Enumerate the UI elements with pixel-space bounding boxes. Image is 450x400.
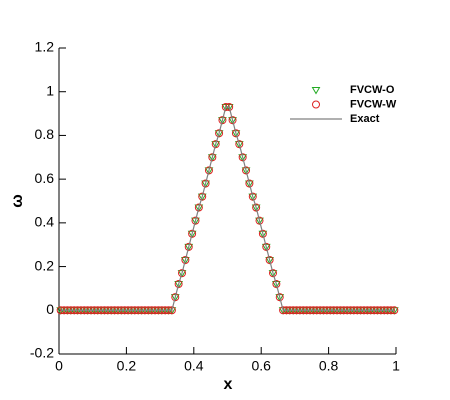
circle-marker — [275, 293, 284, 302]
triangle-marker — [234, 141, 244, 149]
circle-marker — [258, 229, 267, 238]
triangle-marker — [311, 87, 321, 95]
circle-marker — [178, 269, 187, 278]
circle-marker — [268, 269, 277, 278]
triangle-marker — [174, 281, 184, 289]
triangle-marker — [241, 167, 251, 175]
circle-marker — [265, 256, 274, 265]
circle-marker — [174, 280, 183, 289]
y-tick-label: -0.2 — [30, 345, 54, 361]
circle-marker — [272, 280, 281, 289]
triangle-marker — [194, 204, 204, 213]
circle-marker — [208, 153, 217, 162]
y-tick-label: 0.2 — [35, 257, 55, 273]
circle-marker — [184, 242, 193, 251]
circle-marker — [238, 153, 247, 162]
triangle-marker — [177, 270, 187, 278]
circle-marker — [252, 203, 261, 212]
circle-marker — [235, 140, 244, 149]
y-tick-label: 0 — [46, 301, 54, 317]
triangle-marker — [184, 243, 194, 252]
exact-line — [60, 106, 395, 311]
x-tick-label: 0.2 — [117, 358, 137, 374]
circle-marker — [218, 116, 227, 125]
circle-marker — [231, 129, 240, 138]
triangle-marker — [251, 204, 261, 213]
triangle-marker — [268, 270, 278, 278]
circle-marker — [312, 100, 320, 109]
triangle-marker — [187, 230, 197, 239]
legend-label: FVCW-W — [350, 98, 397, 110]
triangle-marker — [271, 281, 281, 289]
triangle-marker — [170, 294, 180, 302]
circle-marker — [215, 129, 224, 138]
circle-marker — [171, 293, 180, 302]
circle-marker — [211, 140, 220, 149]
circle-marker — [201, 179, 210, 188]
triangle-marker — [238, 154, 248, 162]
triangle-marker — [207, 154, 217, 162]
triangle-marker — [214, 130, 224, 138]
legend-label: FVCW-O — [350, 84, 395, 96]
triangle-marker — [255, 217, 264, 226]
y-tick-label: 0.6 — [35, 170, 55, 186]
x-tick-label: 0 — [55, 358, 63, 374]
circle-marker — [188, 229, 197, 238]
x-tick-label: 0.4 — [184, 358, 204, 374]
circle-marker — [248, 192, 257, 201]
circle-marker — [242, 166, 251, 175]
circle-marker — [198, 192, 207, 201]
y-tick-label: 0.4 — [35, 214, 55, 230]
x-tick-label: 0.8 — [319, 358, 339, 374]
triangle-marker — [231, 130, 241, 138]
circle-marker — [194, 203, 203, 212]
circle-marker — [181, 256, 190, 265]
x-tick-label: 1 — [392, 358, 400, 374]
circle-marker — [191, 216, 200, 225]
circle-marker — [228, 116, 237, 125]
triangle-marker — [201, 180, 210, 189]
triangle-marker — [218, 117, 227, 125]
triangle-marker — [228, 117, 237, 125]
legend-label: Exact — [350, 113, 380, 125]
y-tick-label: 1.2 — [35, 39, 55, 55]
triangle-marker — [197, 193, 207, 202]
circle-marker — [245, 179, 254, 188]
circle-marker — [204, 166, 213, 175]
y-tick-label: 0.8 — [35, 126, 55, 142]
x-axis-label: x — [224, 376, 233, 393]
triangle-marker — [191, 217, 200, 226]
triangle-marker — [181, 257, 190, 265]
triangle-marker — [265, 257, 274, 265]
circle-marker — [255, 216, 264, 225]
triangle-marker — [275, 294, 285, 302]
triangle-marker — [258, 230, 268, 239]
y-axis-label: ω — [9, 194, 26, 208]
triangle-marker — [248, 193, 258, 202]
circle-marker — [262, 242, 271, 251]
triangle-marker — [261, 243, 271, 252]
triangle-marker — [204, 167, 214, 175]
triangle-marker — [211, 141, 221, 149]
triangle-marker — [245, 180, 254, 189]
y-tick-label: 1 — [46, 82, 54, 98]
x-tick-label: 0.6 — [251, 358, 271, 374]
